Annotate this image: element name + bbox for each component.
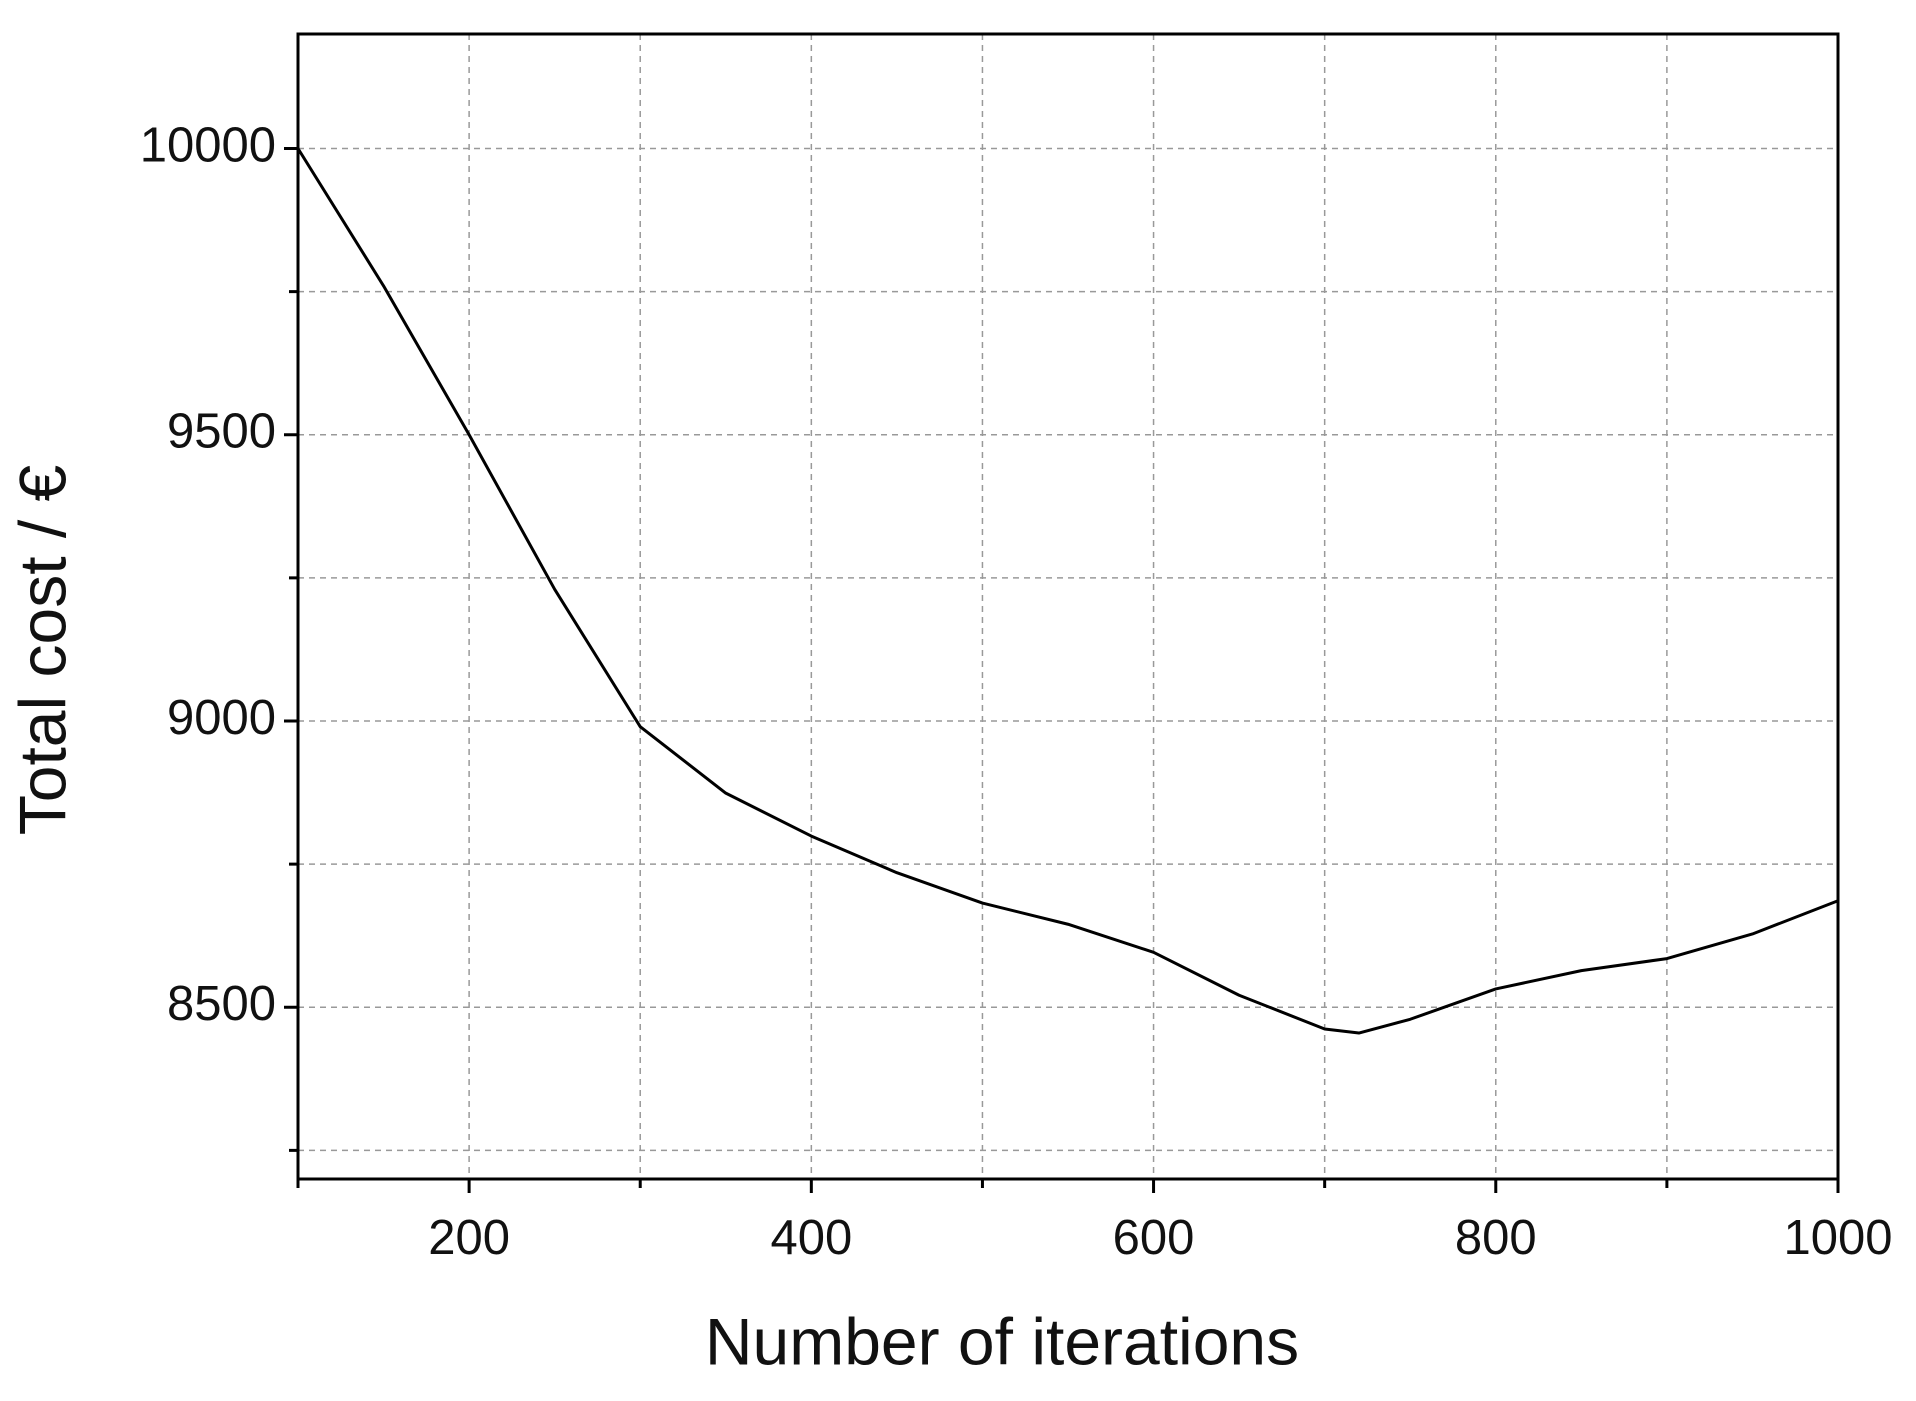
x-tick-label: 200 (428, 1211, 510, 1265)
line-series (296, 147, 1839, 1035)
x-tick-label: 1000 (1783, 1211, 1892, 1265)
x-tick-label: 400 (770, 1211, 852, 1265)
plot-frame (296, 32, 1840, 1181)
y-tick-label: 9000 (167, 691, 276, 745)
x-tick-label: 800 (1455, 1211, 1537, 1265)
x-axis-title: Number of iterations (705, 1304, 1299, 1378)
x-tick-label: 600 (1113, 1211, 1195, 1265)
y-tick-label: 8500 (167, 977, 276, 1031)
y-axis-title: Total cost / € (5, 465, 79, 836)
y-tick-label: 10000 (140, 118, 276, 172)
y-tick-label: 9500 (167, 405, 276, 459)
